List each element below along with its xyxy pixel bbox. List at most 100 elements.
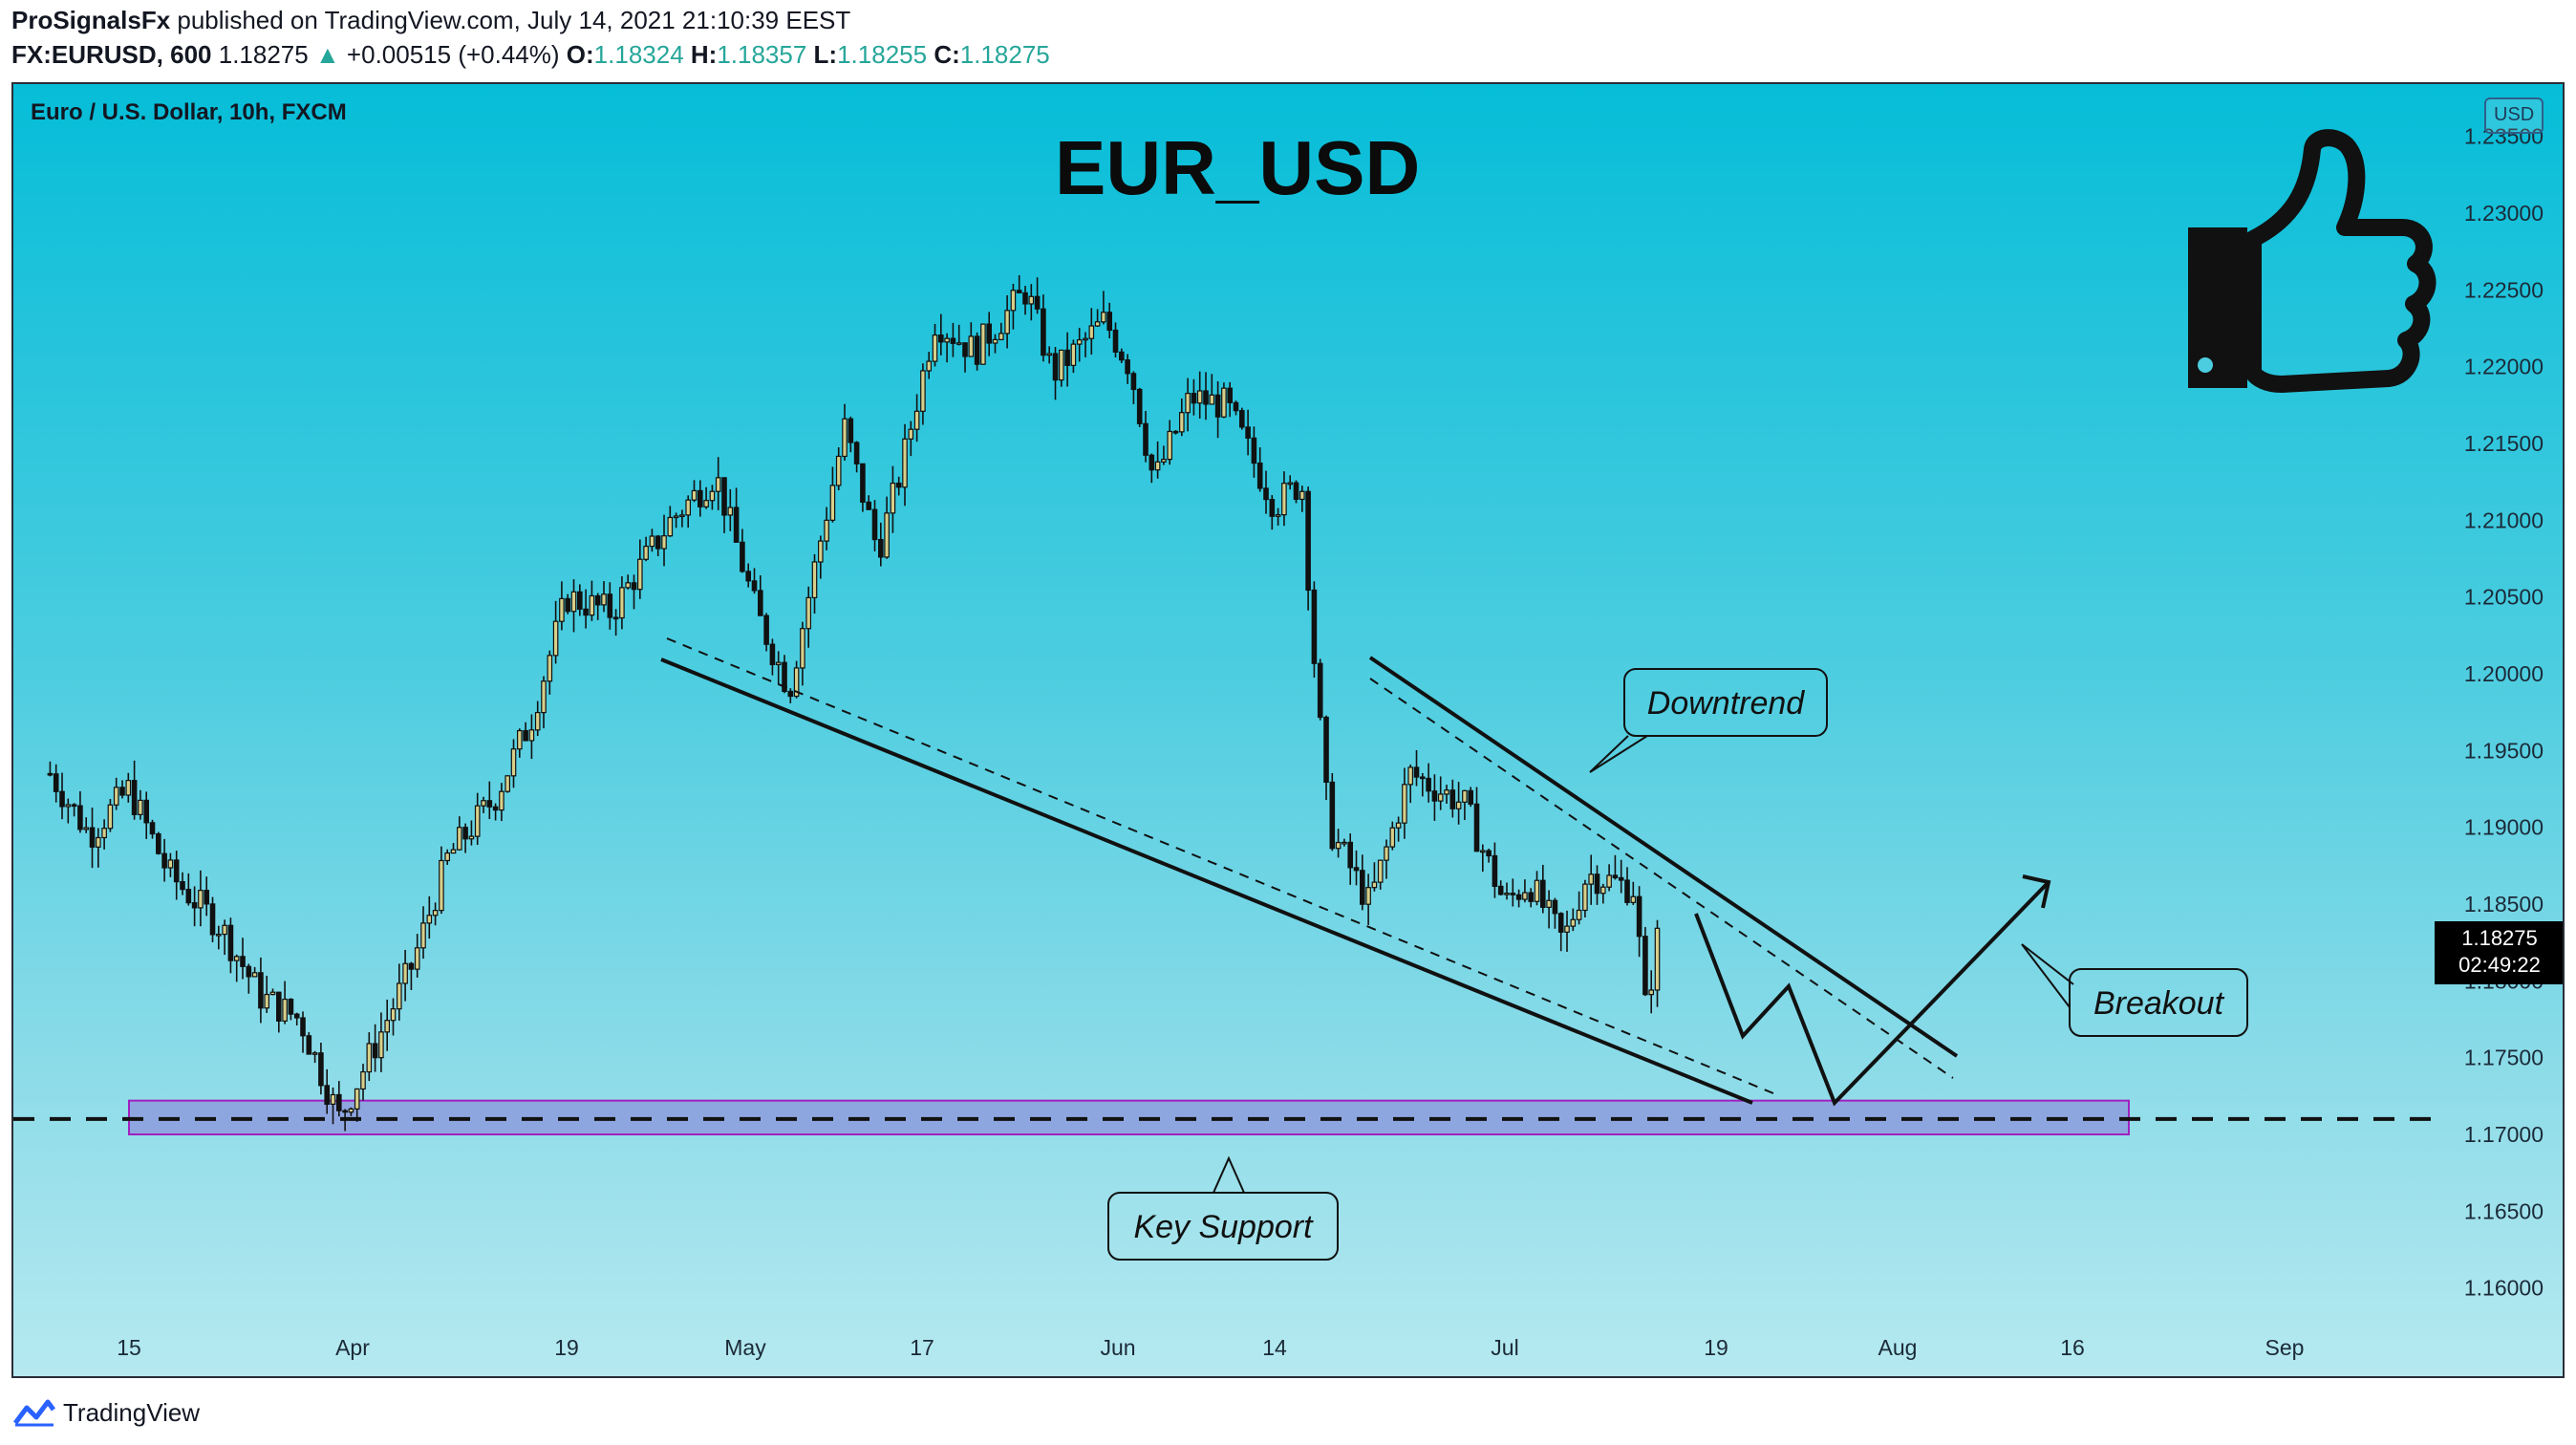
candle-bear bbox=[1148, 454, 1155, 471]
price-tick-label: 1.20000 bbox=[2464, 661, 2544, 686]
candle-bull bbox=[715, 477, 721, 492]
time-tick-label: Apr bbox=[335, 1335, 370, 1360]
time-tick-label: 15 bbox=[117, 1335, 141, 1360]
candle-bear bbox=[1251, 437, 1257, 464]
candle-bear bbox=[1214, 394, 1221, 418]
candle-bull bbox=[1534, 879, 1540, 902]
candle-bear bbox=[1426, 777, 1431, 792]
candle-bear bbox=[1269, 499, 1276, 517]
breakout-callout: Breakout bbox=[2021, 943, 2248, 1037]
candle-bear bbox=[565, 597, 571, 613]
time-tick-label: Jun bbox=[1100, 1335, 1135, 1360]
candle-bull bbox=[330, 1093, 336, 1105]
candle-bull bbox=[517, 729, 523, 750]
candle-bull bbox=[589, 594, 595, 616]
time-tick-label: 14 bbox=[1262, 1335, 1287, 1360]
candle-bear bbox=[782, 661, 787, 693]
key-support-callout: Key Support bbox=[1107, 1155, 1339, 1261]
candle-bull bbox=[499, 790, 504, 811]
change-value: +0.00515 (+0.44%) bbox=[346, 40, 560, 69]
candle-bear bbox=[938, 334, 944, 343]
candle-bear bbox=[1618, 876, 1624, 881]
candle-bull bbox=[601, 593, 607, 606]
wedge-lower-dashed-line bbox=[666, 637, 1774, 1094]
time-tick-label: Jul bbox=[1491, 1335, 1518, 1360]
candle-bear bbox=[173, 859, 180, 883]
change-up-icon: ▲ bbox=[314, 40, 340, 69]
candle-bear bbox=[1203, 390, 1209, 405]
candle-bear bbox=[1510, 892, 1516, 895]
candle-bull bbox=[824, 519, 829, 542]
candle-bull bbox=[1371, 881, 1378, 889]
chart-frame[interactable]: 1.23500 1.23000 1.22500 1.22000 1.21500 1.210… bbox=[11, 82, 2565, 1378]
candle-bear bbox=[1431, 790, 1438, 802]
candle-bear bbox=[1420, 776, 1426, 780]
candle-bull bbox=[1444, 789, 1449, 795]
author-name[interactable]: ProSignalsFx bbox=[11, 6, 171, 34]
candle-bear bbox=[721, 477, 727, 516]
candle-bull bbox=[1654, 927, 1661, 991]
candle-bull bbox=[1395, 822, 1402, 829]
candle-bear bbox=[1311, 589, 1318, 664]
candle-bear bbox=[745, 571, 752, 582]
candle-bull bbox=[1083, 337, 1088, 341]
key-support-callout-label: Key Support bbox=[1133, 1209, 1314, 1245]
candle-bear bbox=[227, 924, 234, 961]
candle-bull bbox=[366, 1043, 373, 1073]
candle-bear bbox=[950, 337, 956, 344]
price-tick-label: 1.16500 bbox=[2464, 1198, 2544, 1223]
candle-bull bbox=[504, 775, 511, 792]
candle-bull bbox=[1462, 789, 1468, 803]
candle-bull bbox=[101, 828, 107, 839]
candle-bull bbox=[1094, 321, 1101, 327]
candle-bull bbox=[884, 512, 890, 558]
candle-bull bbox=[1161, 459, 1167, 463]
candle-bear bbox=[246, 965, 252, 978]
footer-brand[interactable]: TradingView bbox=[13, 1393, 200, 1432]
price-chart[interactable]: 1.23500 1.23000 1.22500 1.22000 1.21500 1.210… bbox=[13, 84, 2565, 1378]
candle-bear bbox=[871, 508, 878, 541]
candle-bear bbox=[492, 806, 499, 811]
candle-bull bbox=[1088, 325, 1095, 339]
time-tick-label: 17 bbox=[910, 1335, 934, 1360]
candle-bear bbox=[342, 1110, 348, 1113]
close-label: C: bbox=[934, 40, 960, 69]
drawings-layer bbox=[660, 637, 2051, 1107]
time-tick-label: 16 bbox=[2060, 1335, 2085, 1360]
candle-bull bbox=[1389, 827, 1396, 848]
candle-bear bbox=[1449, 789, 1456, 809]
candle-bear bbox=[1239, 410, 1245, 428]
tradingview-logo-icon bbox=[13, 1399, 55, 1427]
candle-bear bbox=[1233, 401, 1239, 412]
candle-bull bbox=[1576, 909, 1582, 920]
candle-bear bbox=[1293, 482, 1299, 501]
price-tick-label: 1.21500 bbox=[2464, 431, 2544, 456]
currency-badge[interactable]: USD bbox=[2484, 97, 2544, 134]
candle-bear bbox=[1034, 295, 1041, 310]
price-axis: 1.23500 1.23000 1.22500 1.22000 1.21500 1.210… bbox=[2464, 124, 2544, 1301]
candle-bull bbox=[481, 800, 486, 807]
candle-bear bbox=[631, 582, 637, 591]
candle-bear bbox=[276, 991, 282, 1022]
candle-bull bbox=[1010, 290, 1017, 312]
candle-bull bbox=[390, 1008, 397, 1022]
candle-bear bbox=[1468, 789, 1474, 805]
candle-bull bbox=[932, 334, 938, 362]
downtrend-trendline bbox=[1368, 656, 1959, 1058]
time-tick-label: 19 bbox=[554, 1335, 579, 1360]
candle-bull bbox=[1402, 784, 1407, 824]
candle-bull bbox=[1004, 310, 1010, 334]
candle-bull bbox=[282, 998, 288, 1022]
candle-bull bbox=[1384, 846, 1389, 861]
candle-bull bbox=[167, 859, 174, 869]
candle-bull bbox=[842, 418, 848, 458]
candle-bear bbox=[1016, 290, 1022, 294]
price-tick-label: 1.23000 bbox=[2464, 201, 2544, 226]
candle-bull bbox=[468, 835, 475, 840]
candle-bull bbox=[955, 342, 962, 345]
candle-bull bbox=[800, 628, 805, 669]
candle-bear bbox=[1041, 308, 1046, 356]
candle-bull bbox=[534, 711, 541, 731]
price-tick-label: 1.19000 bbox=[2464, 815, 2544, 840]
candle-bull bbox=[1342, 841, 1347, 845]
